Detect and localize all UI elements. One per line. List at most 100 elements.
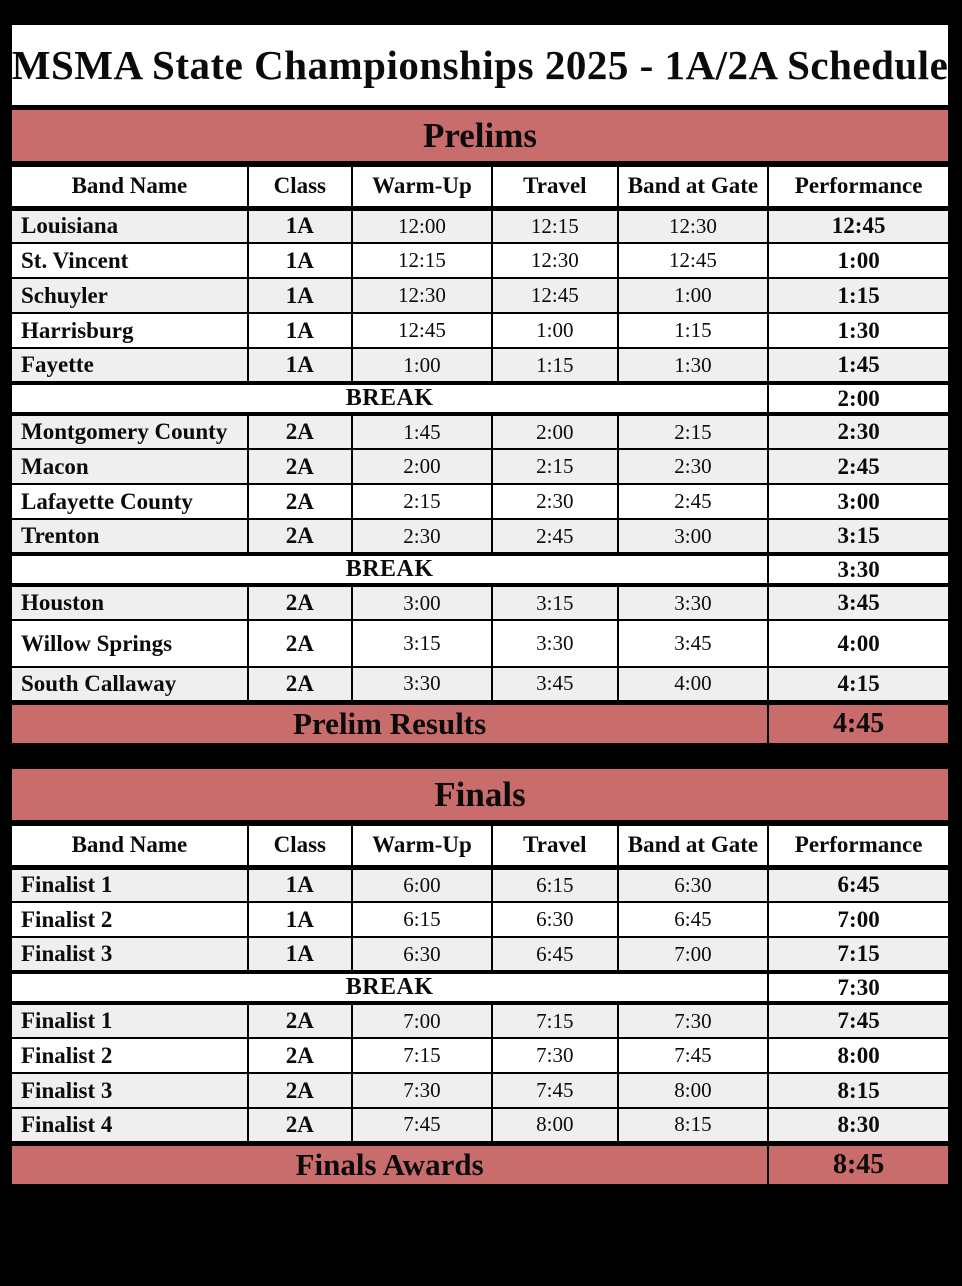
travel-cell: 8:00 [491, 1107, 618, 1143]
class-cell: 2A [246, 583, 352, 620]
travel-cell: 12:15 [491, 207, 618, 243]
schedule-row: Louisiana 1A 12:00 12:15 12:30 12:45 [12, 207, 948, 243]
prelims-table: Band Name Class Warm-Up Travel Band at Gate P… [12, 167, 948, 743]
class-cell: 2A [246, 448, 352, 484]
schedule-row: Finalist 1 2A 7:00 7:15 7:30 7:45 [12, 1001, 948, 1038]
performance-cell: 8:30 [767, 1107, 948, 1143]
warmup-cell: 3:30 [350, 666, 493, 702]
break-row: BREAK 7:30 [12, 970, 948, 1003]
schedule-row: Harrisburg 1A 12:45 1:00 1:15 1:30 [12, 312, 948, 348]
performance-cell: 1:45 [767, 347, 948, 383]
performance-cell: 3:45 [767, 583, 948, 620]
band-at-gate-cell: 8:00 [616, 1072, 769, 1108]
band-name-cell: Finalist 3 [12, 1072, 248, 1108]
schedule-row: Fayette 1A 1:00 1:15 1:30 1:45 [12, 347, 948, 383]
band-at-gate-cell: 7:45 [616, 1037, 769, 1073]
warmup-cell: 3:15 [350, 619, 493, 667]
class-cell: 1A [246, 901, 352, 937]
results-row: Prelim Results 4:45 [12, 699, 948, 743]
performance-cell: 7:45 [767, 1001, 948, 1038]
performance-cell: 1:00 [767, 242, 948, 278]
warmup-cell: 2:00 [350, 448, 493, 484]
schedule-row: Trenton 2A 2:30 2:45 3:00 3:15 [12, 518, 948, 554]
band-name-cell: Harrisburg [12, 312, 248, 348]
class-cell: 1A [246, 207, 352, 243]
column-header-travel-cell: Travel [491, 167, 618, 211]
travel-cell: 3:15 [491, 583, 618, 620]
band-name-cell: Finalist 3 [12, 936, 248, 972]
travel-cell: 2:30 [491, 483, 618, 519]
performance-cell: 2:45 [767, 448, 948, 484]
performance-cell: 3:30 [767, 552, 948, 585]
schedule-row: Finalist 4 2A 7:45 8:00 8:15 8:30 [12, 1107, 948, 1143]
band-at-gate-cell: 7:00 [616, 936, 769, 972]
column-header-performance-cell: Performance [767, 826, 948, 870]
band-at-gate-cell: 1:30 [616, 347, 769, 383]
warmup-cell: 2:15 [350, 483, 493, 519]
section-title: Finals [434, 774, 526, 814]
column-header-travel-cell: Travel [491, 826, 618, 870]
band-name-cell: Louisiana [12, 207, 248, 243]
travel-cell: 12:45 [491, 277, 618, 313]
section-header-finals: Finals [12, 769, 948, 820]
column-header-performance-cell: Performance [767, 167, 948, 211]
column-header-band-at-gate-cell: Band at Gate [616, 826, 769, 870]
results-row: Finals Awards 8:45 [12, 1140, 948, 1184]
band-name-cell: Finalist 2 [12, 1037, 248, 1073]
warmup-cell: 12:45 [350, 312, 493, 348]
performance-cell: 1:15 [767, 277, 948, 313]
warmup-cell: 7:15 [350, 1037, 493, 1073]
band-name-cell: South Callaway [12, 666, 248, 702]
warmup-cell: 1:45 [350, 412, 493, 449]
band-at-gate-cell: 6:45 [616, 901, 769, 937]
band-name-cell: Finalist 1 [12, 866, 248, 902]
band-at-gate-cell: 1:15 [616, 312, 769, 348]
class-cell: 2A [246, 1072, 352, 1108]
travel-cell: 3:30 [491, 619, 618, 667]
band-at-gate-cell: 2:45 [616, 483, 769, 519]
warmup-cell: 12:30 [350, 277, 493, 313]
class-cell: 1A [246, 866, 352, 902]
travel-cell: 6:30 [491, 901, 618, 937]
band-at-gate-cell: 2:15 [616, 412, 769, 449]
band-name-cell: Montgomery County [12, 412, 248, 449]
break-label-cell: BREAK [12, 970, 769, 1003]
class-cell: 1A [246, 347, 352, 383]
finals-table: Band Name Class Warm-Up Travel Band at Gate P… [12, 826, 948, 1184]
class-cell: 1A [246, 277, 352, 313]
warmup-cell: 7:30 [350, 1072, 493, 1108]
travel-cell: 6:45 [491, 936, 618, 972]
band-at-gate-cell: 3:30 [616, 583, 769, 620]
class-cell: 1A [246, 242, 352, 278]
class-cell: 2A [246, 1037, 352, 1073]
band-name-cell: Schuyler [12, 277, 248, 313]
performance-cell: 7:30 [767, 970, 948, 1003]
warmup-cell: 6:15 [350, 901, 493, 937]
performance-cell: 3:15 [767, 518, 948, 554]
schedule-row: Schuyler 1A 12:30 12:45 1:00 1:15 [12, 277, 948, 313]
performance-cell: 7:00 [767, 901, 948, 937]
band-at-gate-cell: 3:00 [616, 518, 769, 554]
column-header-warmup-cell: Warm-Up [350, 167, 493, 211]
schedule-row: Finalist 2 2A 7:15 7:30 7:45 8:00 [12, 1037, 948, 1073]
performance-cell: 4:45 [767, 699, 948, 743]
break-label-cell: BREAK [12, 381, 769, 414]
section-prelims: Prelims Band Name Class Warm-Up Travel Band … [12, 110, 948, 743]
travel-cell: 7:15 [491, 1001, 618, 1038]
column-header-warmup-cell: Warm-Up [350, 826, 493, 870]
class-cell: 1A [246, 936, 352, 972]
schedule-row: Macon 2A 2:00 2:15 2:30 2:45 [12, 448, 948, 484]
band-at-gate-cell: 12:45 [616, 242, 769, 278]
band-at-gate-cell: 6:30 [616, 866, 769, 902]
travel-cell: 2:00 [491, 412, 618, 449]
column-header-band-at-gate-cell: Band at Gate [616, 167, 769, 211]
performance-cell: 2:00 [767, 381, 948, 414]
band-at-gate-cell: 8:15 [616, 1107, 769, 1143]
schedule-row: St. Vincent 1A 12:15 12:30 12:45 1:00 [12, 242, 948, 278]
schedule-row: Lafayette County 2A 2:15 2:30 2:45 3:00 [12, 483, 948, 519]
column-header-class-cell: Class [246, 167, 352, 211]
travel-cell: 6:15 [491, 866, 618, 902]
performance-cell: 12:45 [767, 207, 948, 243]
page-title: MSMA State Championships 2025 - 1A/2A Sc… [12, 25, 948, 105]
schedule-row: Houston 2A 3:00 3:15 3:30 3:45 [12, 583, 948, 620]
